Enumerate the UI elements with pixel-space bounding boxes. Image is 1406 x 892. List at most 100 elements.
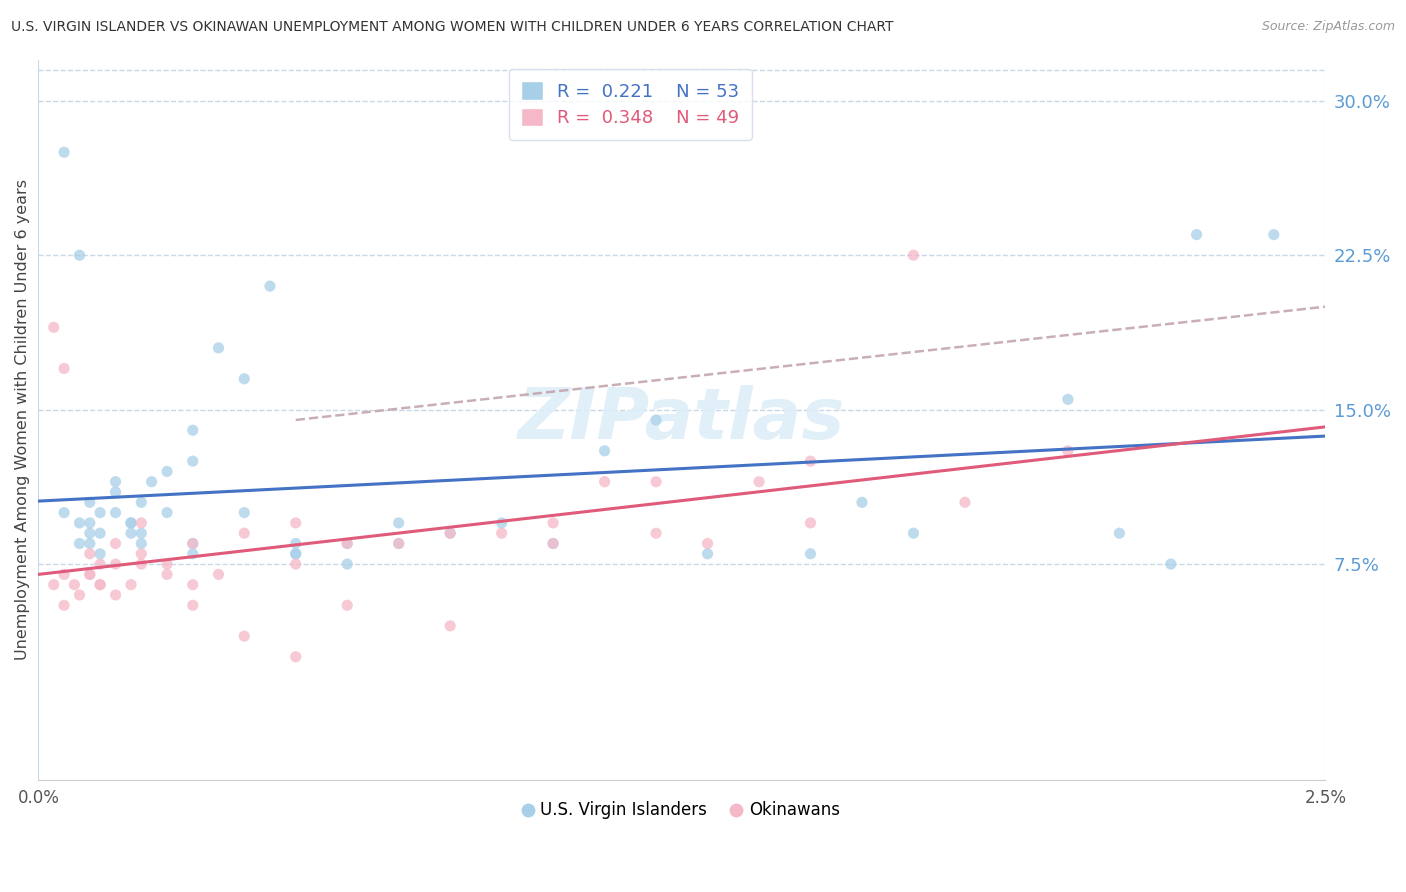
Point — [89, 577, 111, 591]
Point — [284, 516, 307, 530]
Point — [645, 475, 668, 489]
Point — [129, 516, 152, 530]
Point — [439, 526, 461, 541]
Point — [120, 526, 142, 541]
Point — [903, 526, 925, 541]
Point — [104, 536, 127, 550]
Point — [69, 536, 91, 550]
Point — [1263, 227, 1285, 242]
Point — [336, 557, 359, 571]
Point — [69, 248, 91, 262]
Point — [336, 536, 359, 550]
Legend: U.S. Virgin Islanders, Okinawans: U.S. Virgin Islanders, Okinawans — [517, 795, 846, 826]
Point — [79, 536, 101, 550]
Point — [89, 526, 111, 541]
Point — [541, 536, 564, 550]
Point — [63, 577, 86, 591]
Point — [593, 443, 616, 458]
Y-axis label: Unemployment Among Women with Children Under 6 years: Unemployment Among Women with Children U… — [15, 179, 30, 660]
Point — [129, 526, 152, 541]
Point — [593, 475, 616, 489]
Point — [120, 516, 142, 530]
Point — [259, 279, 281, 293]
Point — [284, 547, 307, 561]
Point — [439, 526, 461, 541]
Point — [156, 506, 179, 520]
Point — [104, 475, 127, 489]
Point — [696, 536, 718, 550]
Point — [79, 516, 101, 530]
Point — [181, 536, 204, 550]
Text: Source: ZipAtlas.com: Source: ZipAtlas.com — [1261, 20, 1395, 33]
Point — [336, 599, 359, 613]
Point — [799, 547, 821, 561]
Point — [69, 516, 91, 530]
Point — [79, 547, 101, 561]
Point — [233, 526, 256, 541]
Point — [1160, 557, 1182, 571]
Point — [181, 454, 204, 468]
Point — [129, 557, 152, 571]
Point — [388, 536, 411, 550]
Point — [141, 475, 163, 489]
Point — [69, 588, 91, 602]
Point — [129, 536, 152, 550]
Point — [799, 454, 821, 468]
Point — [156, 465, 179, 479]
Point — [388, 516, 411, 530]
Point — [336, 536, 359, 550]
Point — [181, 536, 204, 550]
Point — [181, 423, 204, 437]
Point — [645, 526, 668, 541]
Point — [284, 557, 307, 571]
Point — [491, 516, 513, 530]
Point — [129, 495, 152, 509]
Point — [388, 536, 411, 550]
Point — [53, 361, 76, 376]
Point — [104, 506, 127, 520]
Point — [104, 485, 127, 500]
Point — [104, 557, 127, 571]
Point — [541, 516, 564, 530]
Point — [53, 145, 76, 160]
Point — [53, 599, 76, 613]
Point — [89, 547, 111, 561]
Point — [181, 577, 204, 591]
Point — [439, 619, 461, 633]
Point — [156, 557, 179, 571]
Point — [903, 248, 925, 262]
Point — [541, 536, 564, 550]
Point — [53, 506, 76, 520]
Point — [156, 567, 179, 582]
Point — [42, 320, 65, 334]
Point — [233, 506, 256, 520]
Point — [953, 495, 976, 509]
Point — [79, 567, 101, 582]
Point — [89, 506, 111, 520]
Point — [645, 413, 668, 427]
Point — [284, 536, 307, 550]
Point — [851, 495, 873, 509]
Point — [181, 547, 204, 561]
Text: ZIPatlas: ZIPatlas — [519, 385, 845, 454]
Point — [1185, 227, 1208, 242]
Point — [1057, 392, 1080, 407]
Point — [799, 516, 821, 530]
Point — [79, 526, 101, 541]
Point — [79, 567, 101, 582]
Point — [491, 526, 513, 541]
Point — [104, 588, 127, 602]
Point — [284, 547, 307, 561]
Point — [120, 577, 142, 591]
Point — [207, 341, 229, 355]
Point — [181, 599, 204, 613]
Point — [120, 516, 142, 530]
Point — [129, 547, 152, 561]
Point — [1057, 443, 1080, 458]
Point — [79, 495, 101, 509]
Point — [53, 567, 76, 582]
Text: U.S. VIRGIN ISLANDER VS OKINAWAN UNEMPLOYMENT AMONG WOMEN WITH CHILDREN UNDER 6 : U.S. VIRGIN ISLANDER VS OKINAWAN UNEMPLO… — [11, 20, 894, 34]
Point — [42, 577, 65, 591]
Point — [1108, 526, 1130, 541]
Point — [89, 557, 111, 571]
